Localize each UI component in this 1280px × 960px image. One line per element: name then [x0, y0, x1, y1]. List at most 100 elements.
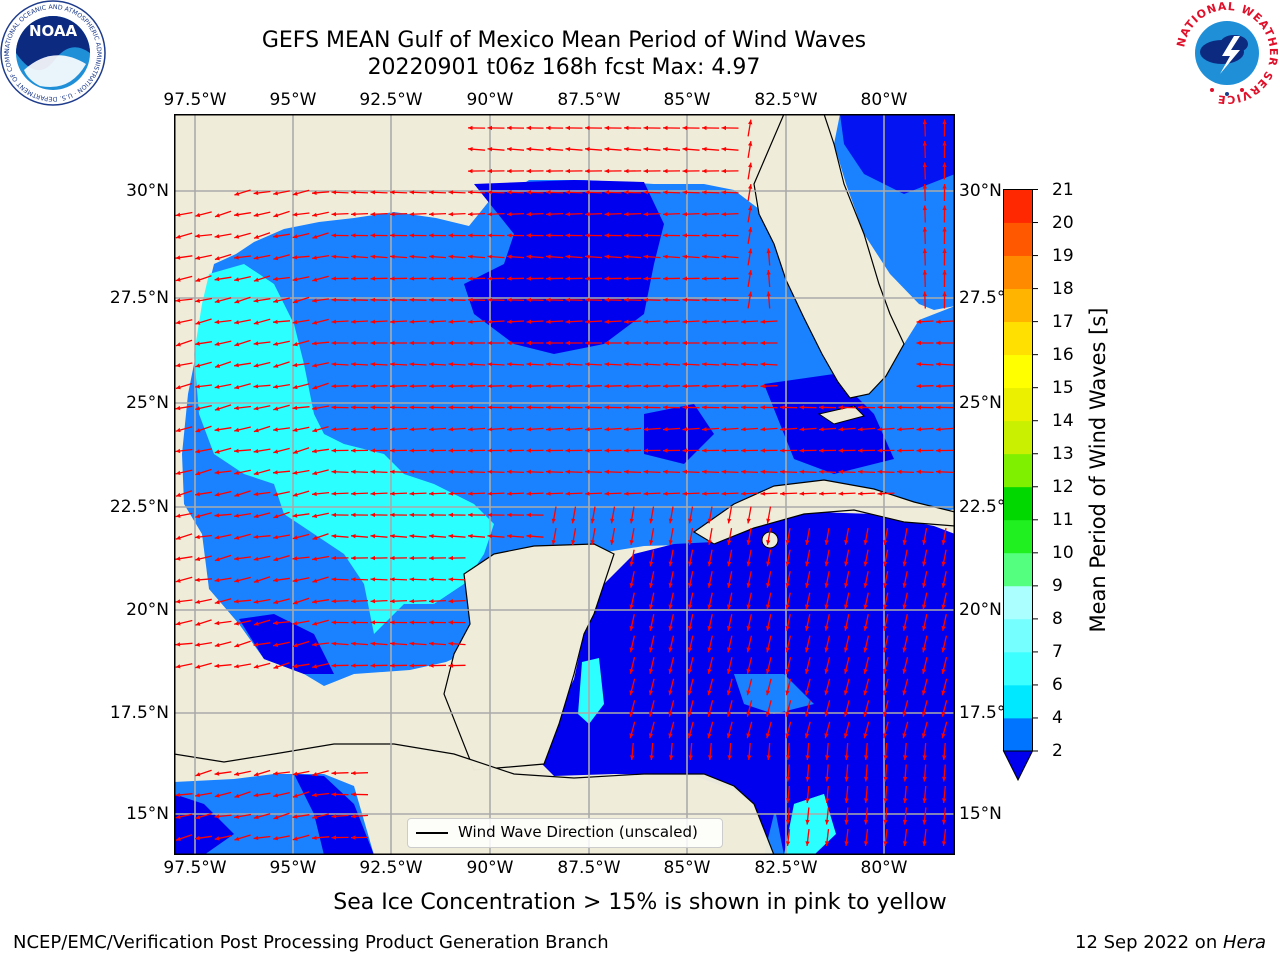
wind-wave-arrowhead [429, 448, 434, 453]
wind-wave-arrowhead [726, 733, 732, 739]
wind-wave-arrowhead [804, 690, 810, 696]
wind-wave-arrowhead [214, 384, 220, 389]
wind-wave-arrowhead [624, 319, 629, 324]
wind-wave-arrowhead [292, 470, 298, 475]
wind-wave-arrowhead [565, 362, 571, 367]
wind-wave-arrowhead [688, 647, 693, 653]
wind-wave-arrowhead [565, 190, 571, 195]
wind-wave-arrowhead [629, 604, 634, 610]
wind-wave-arrowhead [176, 492, 181, 497]
lon-tick-bottom: 92.5°W [359, 858, 423, 878]
wind-wave-arrowhead [253, 255, 259, 260]
wind-wave-arrowhead [629, 540, 634, 545]
wind-wave-arrowhead [253, 277, 259, 282]
wind-wave-arrowhead [331, 620, 336, 625]
wind-wave-arrowhead [234, 255, 239, 260]
wind-wave-arrowhead [234, 793, 240, 798]
wind-wave-arrowhead [902, 625, 907, 631]
wind-wave-arrowhead [551, 540, 556, 545]
colorbar-segment [1003, 387, 1033, 422]
wind-wave-arrowhead [707, 561, 712, 567]
wind-wave-arrowhead [195, 599, 200, 604]
wind-wave-arrowhead [883, 540, 888, 545]
colorbar-segment [1003, 321, 1033, 356]
colorbar-segment [1003, 552, 1033, 587]
wind-wave-arrowhead [682, 384, 688, 389]
wind-wave-arrowhead [643, 319, 649, 324]
wind-wave-arrowhead [624, 125, 629, 131]
wind-wave-arrowhead [565, 319, 571, 324]
wind-wave-arrowhead [936, 405, 941, 410]
wind-wave-arrowhead [643, 448, 648, 453]
wind-wave-arrowhead [351, 427, 356, 432]
wind-wave-arrowhead [507, 405, 512, 410]
wind-wave-arrowhead [604, 212, 610, 217]
wind-wave-arrowhead [429, 577, 434, 582]
wind-wave-arrowhead [903, 755, 908, 760]
wind-wave-arrowhead [825, 798, 830, 803]
yucatan-cyan [578, 658, 604, 724]
wind-wave-arrowhead [312, 535, 318, 540]
wind-wave-arrowhead [747, 755, 752, 760]
wind-wave-arrowhead [629, 733, 634, 739]
wind-wave-arrowhead [292, 535, 298, 540]
wind-wave-arrowhead [785, 733, 790, 739]
wind-wave-arrowhead [214, 276, 220, 282]
wind-wave-arrowhead [726, 711, 732, 717]
wind-wave-arrowhead [487, 297, 493, 302]
wind-wave-arrowhead [604, 233, 609, 238]
wind-wave-arrowhead [804, 711, 810, 717]
wind-wave-arrowhead [390, 448, 395, 453]
wind-wave-arrowhead [429, 620, 434, 625]
wind-wave-arrowhead [214, 427, 220, 432]
wind-wave-arrowhead [292, 255, 298, 260]
wind-wave-arrowhead [688, 561, 693, 567]
wind-wave-arrowhead [409, 405, 415, 410]
wind-wave-arrowhead [780, 491, 785, 496]
footer-date-text: 12 Sep 2022 on [1075, 932, 1223, 953]
wind-wave-arrowhead [331, 319, 337, 324]
wind-wave-arrowhead [331, 297, 337, 302]
wind-wave-arrowhead [727, 647, 732, 653]
wind-wave-arrowhead [844, 647, 849, 653]
wind-wave-arrowhead [805, 819, 810, 825]
wind-wave-arrowhead [785, 583, 790, 588]
wind-wave-arrowhead [409, 599, 415, 604]
wind-wave-arrowhead [877, 405, 883, 410]
wind-wave-arrowhead [766, 561, 771, 567]
wind-wave-arrowhead [409, 427, 415, 432]
wind-wave-arrowhead [824, 625, 829, 631]
wind-wave-arrowhead [429, 254, 434, 259]
wind-wave-arrowhead [863, 604, 868, 610]
sea-ice-note: Sea Ice Concentration > 15% is shown in … [333, 890, 947, 915]
footer-credit: NCEP/EMC/Verification Post Processing Pr… [13, 932, 609, 953]
wind-wave-arrowhead [468, 512, 473, 518]
wind-wave-arrowhead [663, 125, 668, 131]
wind-wave-arrowhead [746, 518, 751, 524]
wind-wave-arrowhead [590, 540, 595, 545]
wind-wave-arrowhead [902, 540, 907, 545]
wind-wave-arrowhead [253, 621, 259, 626]
wind-wave-arrowhead [922, 776, 927, 782]
wind-wave-arrowhead [468, 340, 473, 346]
wind-wave-arrowhead [604, 297, 610, 302]
wind-wave-arrowhead [253, 320, 259, 325]
wind-wave-arrowhead [565, 233, 570, 238]
wind-wave-arrowhead [214, 341, 220, 346]
wind-wave-arrowhead [292, 814, 298, 819]
wind-wave-arrowhead [351, 212, 356, 217]
wind-wave-arrowhead [351, 233, 356, 238]
colorbar-tick-label: 10 [1052, 542, 1074, 563]
colorbar-extend-triangle [1002, 750, 1034, 782]
wind-wave-arrowhead [786, 776, 791, 782]
wind-wave-arrowhead [844, 583, 849, 588]
wind-wave-arrowhead [643, 233, 648, 238]
wind-wave-arrowhead [922, 162, 927, 168]
wind-wave-arrowhead [175, 836, 181, 841]
wind-wave-arrowhead [448, 427, 454, 432]
wind-wave-arrowhead [882, 711, 888, 717]
wind-wave-arrowhead [234, 405, 239, 411]
wind-wave-arrowhead [863, 540, 868, 545]
wind-wave-arrowhead [766, 625, 771, 631]
wind-wave-arrowhead [746, 604, 751, 610]
